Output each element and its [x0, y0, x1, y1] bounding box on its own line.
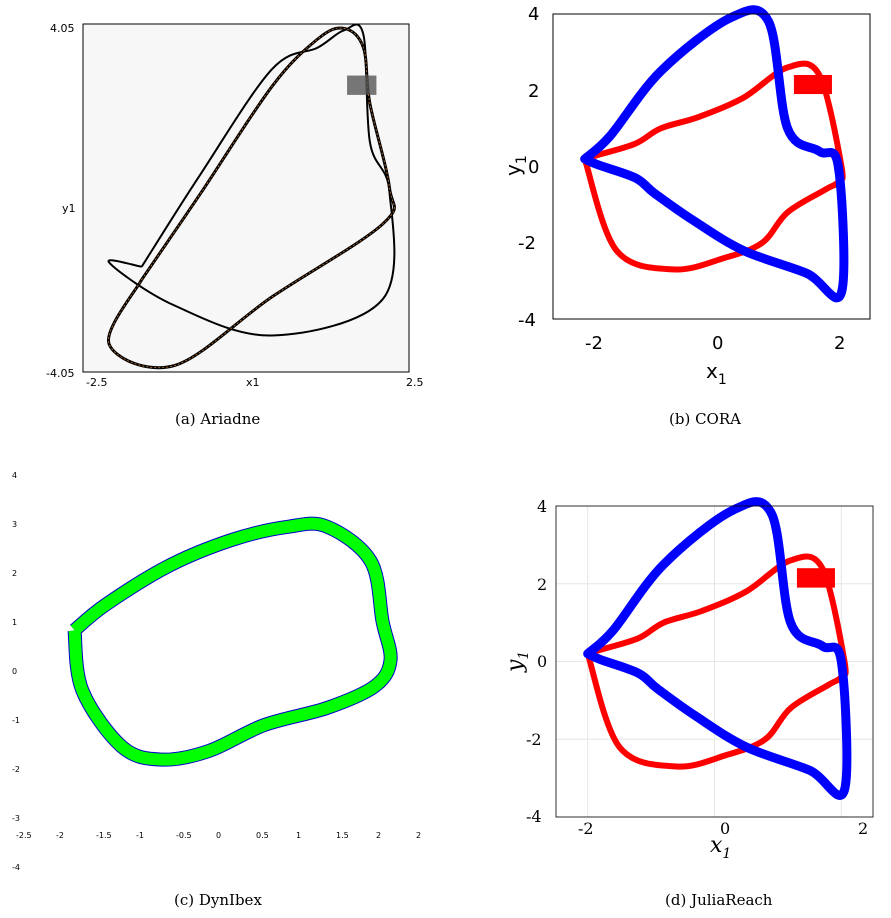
panel-ariadne: 4.05 -4.05 y1 -2.5 2.5 x1 (a) Ariadne [46, 22, 424, 428]
jr-ylabel: y1 [503, 651, 532, 673]
cora-ytick-2: 2 [528, 81, 539, 102]
dynibex-ytick: -3 [12, 814, 20, 823]
jr-xtick-0: 0 [720, 819, 730, 838]
dynibex-xtick: 1 [296, 831, 301, 840]
cora-ytick-m4: -4 [518, 310, 536, 331]
dynibex-y-tick-labels: 4 3 2 1 0 -1 -2 -3 -4 [12, 471, 20, 872]
dynibex-xtick: -1.5 [96, 831, 112, 840]
dynibex-xtick: 1.5 [336, 831, 349, 840]
jr-ytick-2: 2 [537, 575, 547, 594]
caption-b: (b) CORA [669, 410, 741, 428]
jr-xtick-2: 2 [858, 819, 868, 838]
dynibex-xtick: 0 [216, 831, 221, 840]
ariadne-ytick-top: 4.05 [50, 22, 75, 35]
dynibex-xtick: 0.5 [256, 831, 269, 840]
juliareach-axes-box [555, 505, 874, 818]
dynibex-edge [67, 516, 398, 767]
cora-xtick-2: 2 [834, 333, 845, 354]
ariadne-xtick-left: -2.5 [86, 376, 107, 389]
cora-axes-box [552, 13, 871, 320]
ariadne-ytick-bottom: -4.05 [46, 367, 74, 380]
jr-ytick-m4: -4 [526, 807, 542, 826]
dynibex-ytick: 4 [12, 471, 17, 480]
jr-initial-set [796, 568, 835, 588]
jr-ytick-0: 0 [537, 652, 547, 671]
ariadne-xtick-right: 2.5 [406, 376, 424, 389]
ariadne-orange-enclosure [108, 27, 395, 369]
dynibex-xtick: -0.5 [176, 831, 192, 840]
dynibex-reach-curves [67, 516, 398, 767]
dynibex-xtick: -1 [136, 831, 144, 840]
cora-xtick-m2: -2 [585, 333, 603, 354]
jr-ytick-4: 4 [537, 497, 547, 516]
dynibex-ytick: -2 [12, 765, 20, 774]
jr-blue-series [583, 497, 852, 800]
dynibex-ytick: 3 [12, 520, 17, 529]
caption-c: (c) DynIbex [174, 891, 262, 909]
cora-reach-curves [580, 5, 849, 303]
cora-initial-set [793, 75, 832, 95]
dynibex-ytick: 2 [12, 569, 17, 578]
dynibex-xtick: -2.5 [16, 831, 32, 840]
cora-xlabel: x1 [706, 359, 727, 388]
panel-cora: 4 2 0 -2 -4 -2 0 2 x1 y1 (b) CORA [501, 4, 871, 428]
dynibex-ytick: 0 [12, 667, 17, 676]
dynibex-ytick: -1 [12, 716, 20, 725]
caption-a: (a) Ariadne [175, 410, 260, 428]
jr-xtick-m2: -2 [578, 819, 594, 838]
juliareach-reach-curves [583, 497, 852, 800]
ariadne-initial-set [347, 75, 377, 95]
dynibex-green-series [68, 517, 397, 766]
dynibex-ytick: 1 [12, 618, 17, 627]
caption-d: (d) JuliaReach [665, 891, 773, 909]
cora-ytick-m2: -2 [518, 233, 536, 254]
cora-tick-labels: 4 2 0 -2 -4 -2 0 2 [518, 4, 845, 354]
ariadne-xlabel: x1 [246, 376, 260, 389]
dynibex-xtick: 2 [376, 831, 381, 840]
ariadne-inner-trajectory [107, 23, 396, 337]
dynibex-xtick: -2 [56, 831, 64, 840]
cora-ytick-0: 0 [528, 157, 539, 178]
cora-blue-series [580, 5, 849, 303]
dynibex-x-tick-labels: -2.5 -2 -1.5 -1 -0.5 0 0.5 1 1.5 2 2 [16, 831, 421, 840]
cora-ylabel: y1 [501, 155, 530, 176]
cora-xtick-0: 0 [712, 333, 723, 354]
ariadne-reach-curves [107, 23, 396, 370]
cora-ytick-4: 4 [528, 4, 539, 25]
dynibex-ytick: -4 [12, 863, 20, 872]
jr-ytick-m2: -2 [526, 730, 542, 749]
ariadne-ylabel: y1 [62, 202, 76, 215]
panel-dynibex: 4 3 2 1 0 -1 -2 -3 -4 -2.5 -2 -1.5 -1 -0.5 0 0.5 1 1.5 2 2… [12, 471, 421, 909]
panel-juliareach: 4 2 0 -2 -4 -2 0 2 x1 y1 (d) JuliaReach [503, 497, 874, 909]
dynibex-xtick: 2 [416, 831, 421, 840]
